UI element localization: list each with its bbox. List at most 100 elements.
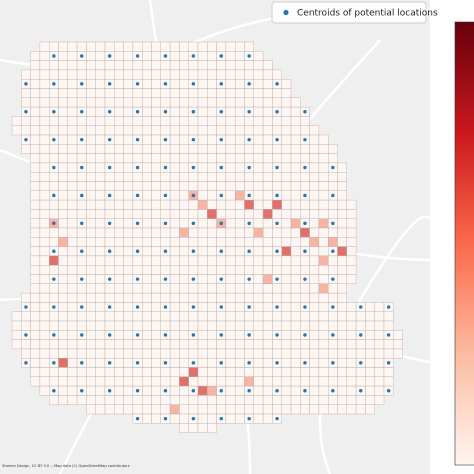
grid-cell [114, 51, 124, 61]
grid-cell [188, 404, 199, 415]
grid-cell [234, 385, 245, 396]
grid-cell [141, 69, 152, 80]
grid-cell [318, 153, 329, 164]
centroid [331, 221, 335, 226]
grid-cell [39, 348, 50, 359]
grid-cell [300, 144, 310, 154]
grid-cell [262, 60, 273, 71]
grid-cell [234, 190, 245, 201]
grid-cell [39, 358, 50, 368]
grid-cell [151, 265, 162, 275]
grid-cell [104, 227, 115, 238]
grid-cell [234, 330, 245, 340]
grid-cell [123, 134, 134, 145]
grid-cell [216, 311, 227, 322]
grid-cell [123, 348, 134, 359]
grid-cell [262, 88, 273, 99]
grid-cell [114, 246, 124, 257]
grid-cell [141, 330, 152, 340]
grid-cell [114, 320, 124, 331]
grid-cell [141, 162, 152, 173]
grid-cell [141, 144, 152, 154]
grid-cell [309, 255, 320, 266]
grid-cell [374, 367, 385, 378]
centroid [191, 54, 196, 58]
centroid [163, 165, 168, 170]
grid-cell [281, 311, 292, 322]
grid-cell [95, 246, 106, 257]
centroid [24, 305, 28, 309]
grid-cell [123, 116, 134, 126]
grid-cell [300, 404, 310, 415]
grid-cell [365, 320, 375, 331]
centroid [52, 221, 56, 226]
grid-cell [188, 320, 199, 331]
grid-cell [207, 302, 217, 312]
grid-cell [207, 162, 217, 173]
grid-cell [309, 125, 320, 136]
grid-cell [328, 311, 338, 322]
grid-cell [179, 348, 189, 359]
grid-cell [58, 283, 69, 294]
grid-cell [39, 41, 50, 52]
grid-cell [141, 181, 152, 192]
grid-cell [39, 51, 50, 61]
grid-cell [290, 395, 301, 405]
grid-cell [207, 274, 217, 285]
grid-cell [234, 367, 245, 378]
grid-cell [95, 237, 106, 247]
grid-cell [30, 106, 41, 117]
grid-cell [244, 265, 255, 275]
grid-cell [160, 199, 171, 210]
grid-cell [67, 116, 78, 126]
grid-cell [225, 153, 236, 164]
grid-cell [234, 209, 245, 219]
grid-cell [151, 413, 162, 424]
grid-cell [207, 78, 217, 89]
grid-cell [169, 60, 180, 71]
grid-cell [76, 283, 87, 294]
grid-cell [179, 283, 189, 294]
grid-cell [337, 339, 348, 350]
grid-cell [253, 413, 264, 424]
grid-cell [262, 190, 273, 201]
grid-cell [309, 265, 320, 275]
grid-cell [262, 320, 273, 331]
grid-cell [160, 171, 171, 182]
grid-cell [300, 237, 310, 247]
grid-cell [207, 423, 217, 433]
grid-cell [39, 144, 50, 154]
centroid [331, 361, 335, 365]
grid-cell [39, 265, 50, 275]
grid-cell [132, 88, 143, 99]
grid-cell [179, 367, 189, 378]
centroid [247, 165, 251, 170]
grid-cell [141, 311, 152, 322]
grid-cell [253, 237, 264, 247]
grid-cell [272, 209, 282, 219]
centroid [303, 333, 307, 337]
grid-cell [76, 69, 87, 80]
grid-cell [197, 88, 208, 99]
centroid [163, 221, 168, 226]
grid-cell [290, 209, 301, 219]
grid-cell [67, 153, 78, 164]
grid-cell [151, 153, 162, 164]
grid-cell [141, 283, 152, 294]
grid-cell [169, 106, 180, 117]
grid-cell [262, 274, 273, 285]
grid-cell [123, 246, 134, 257]
grid-cell [290, 367, 301, 378]
grid-cell [262, 348, 273, 359]
grid-cell [337, 218, 348, 229]
centroid [247, 54, 251, 58]
grid-cell [309, 302, 320, 312]
grid-cell [179, 51, 189, 61]
grid-cell [39, 88, 50, 99]
grid-cell [216, 367, 227, 378]
grid-cell [160, 283, 171, 294]
centroid [275, 165, 279, 170]
grid-cell [49, 255, 59, 266]
grid-cell [262, 97, 273, 108]
grid-cell [86, 358, 96, 368]
